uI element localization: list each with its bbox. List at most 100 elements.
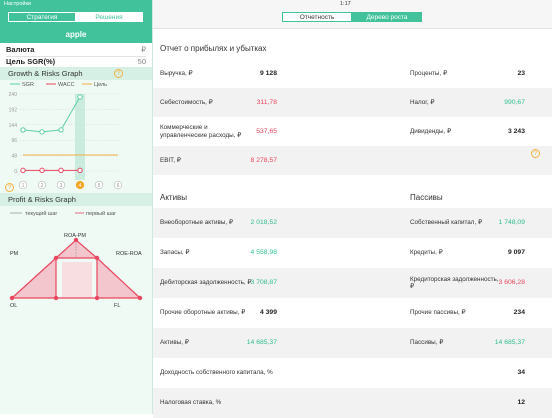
- y-tick-label: 0: [14, 169, 17, 175]
- outline: [55, 257, 98, 298]
- row-label: Внеоборотные активы, ₽: [160, 219, 233, 227]
- profit-diagram: текущий шаг первый шаг ROA-PM PM ROE-ROA…: [9, 210, 143, 309]
- row-label: Проценты, ₽: [410, 69, 447, 77]
- tab-reports[interactable]: Отчетность: [282, 12, 352, 22]
- legend-label: текущий шаг: [25, 210, 57, 217]
- target-label: Цель SGR(%): [6, 57, 56, 66]
- diagram-label: OL: [10, 303, 17, 309]
- company: apple: [65, 30, 87, 39]
- row-label: Коммерческие и управленческие расходы, ₽: [160, 124, 242, 139]
- y-tick-label: 192: [9, 107, 18, 113]
- row-value: 34: [517, 369, 525, 376]
- row-label: Кредиты, ₽: [410, 249, 443, 257]
- divider: [6, 56, 146, 57]
- row-value: 23: [517, 70, 525, 77]
- step-button[interactable]: [75, 180, 85, 190]
- y-tick-label: 240: [9, 92, 18, 98]
- series-line: [22, 96, 81, 133]
- row-value: 1 748,09: [498, 219, 525, 226]
- points: [9, 237, 143, 301]
- row-value: 14 685,37: [246, 339, 277, 346]
- legend-label: SGR: [22, 82, 34, 88]
- area: [62, 262, 92, 298]
- row-label: Доходность собственного капитала, %: [160, 369, 273, 376]
- y-tick-label: 48: [11, 154, 17, 160]
- row-value: 4 558,98: [250, 249, 277, 256]
- diagram-label: FL: [114, 303, 120, 309]
- tab-growth-tree[interactable]: Дерево роста: [352, 12, 422, 22]
- row-label: Дебиторская задолженность, ₽: [160, 279, 252, 287]
- series-point: [77, 94, 83, 100]
- step-label: 6: [117, 183, 120, 189]
- settings-panel: [0, 43, 152, 67]
- row-value: 234: [513, 309, 525, 316]
- status-time: 1:17: [340, 1, 351, 7]
- area: [56, 240, 97, 258]
- point: [53, 255, 59, 261]
- row-label: Активы, ₽: [160, 339, 189, 347]
- diagram-label: ROE-ROA: [116, 251, 142, 257]
- row-value: 3 243: [507, 128, 525, 135]
- help-icon[interactable]: ?: [5, 183, 14, 192]
- step-button[interactable]: [37, 180, 47, 190]
- row-label: Себестоимость, ₽: [160, 98, 213, 106]
- step-button[interactable]: [113, 180, 123, 190]
- row-label: Кредиторская задолженность, ₽: [410, 275, 499, 291]
- section-title: Отчет о прибылях и убытках: [160, 44, 267, 53]
- row-value: 990,67: [504, 99, 525, 106]
- row-value: 3 708,87: [250, 279, 277, 286]
- tab-decisions[interactable]: Решения: [75, 12, 143, 22]
- step-button[interactable]: [18, 180, 28, 190]
- row-value: 537,65: [256, 128, 277, 135]
- row-value: 311,78: [256, 99, 277, 106]
- legend-label: Цель: [94, 82, 107, 88]
- help-icon[interactable]: ?: [531, 149, 540, 158]
- point: [53, 295, 59, 301]
- row-value: 3 606,28: [498, 279, 525, 286]
- diagram-label: PM: [10, 251, 19, 257]
- point: [137, 295, 143, 301]
- row-label: Запасы, ₽: [160, 249, 190, 257]
- series-point: [20, 127, 26, 133]
- row-label: Пассивы, ₽: [410, 339, 444, 347]
- row-label: Выручка, ₽: [160, 69, 193, 77]
- row-value: 8 278,57: [250, 157, 277, 164]
- row-value: 9 097: [507, 249, 525, 256]
- currency-label: Валюта: [6, 45, 35, 54]
- series-point: [58, 167, 64, 174]
- row-label: Собственный капитал, ₽: [410, 219, 482, 227]
- step-button[interactable]: [56, 180, 66, 190]
- row-label: Дивиденды, ₽: [410, 127, 452, 135]
- step-label: 5: [98, 183, 101, 189]
- help-icon[interactable]: ?: [114, 69, 123, 78]
- section-title: Активы: [160, 193, 188, 202]
- step-label: 2: [41, 183, 44, 189]
- row-value: 9 128: [259, 70, 277, 77]
- currency-value[interactable]: ₽: [141, 45, 146, 54]
- step-label: 1: [22, 183, 25, 189]
- step-label: 3: [60, 183, 63, 189]
- point: [94, 255, 100, 261]
- row-value: 4 399: [259, 309, 277, 316]
- series-point: [39, 129, 45, 135]
- y-tick-label: 144: [9, 123, 18, 129]
- row-value: 14 685,37: [494, 339, 525, 346]
- sidebar-charts: текущий шаг первый шаг ROA-PM PM ROE-ROA…: [9, 82, 143, 309]
- y-tick-label: 96: [11, 138, 17, 144]
- row-label: Налоговая ставка, %: [160, 399, 222, 406]
- step-button[interactable]: [94, 180, 104, 190]
- series-point: [39, 167, 45, 174]
- diagram-label: ROA-PM: [64, 233, 86, 239]
- row-value: 2 018,52: [250, 219, 277, 226]
- legend-label: WACC: [58, 82, 75, 88]
- profit-header: Profit & Risks Graph: [0, 193, 152, 206]
- status-back[interactable]: Настройки: [4, 1, 31, 7]
- series-point: [77, 167, 83, 174]
- legend-label: первый шаг: [86, 210, 116, 217]
- selected-band: [75, 94, 85, 180]
- point: [94, 295, 100, 301]
- row-label: Налог, ₽: [410, 98, 435, 106]
- target-value[interactable]: 50: [137, 57, 146, 66]
- row-label: Прочие пассивы, ₽: [410, 309, 466, 317]
